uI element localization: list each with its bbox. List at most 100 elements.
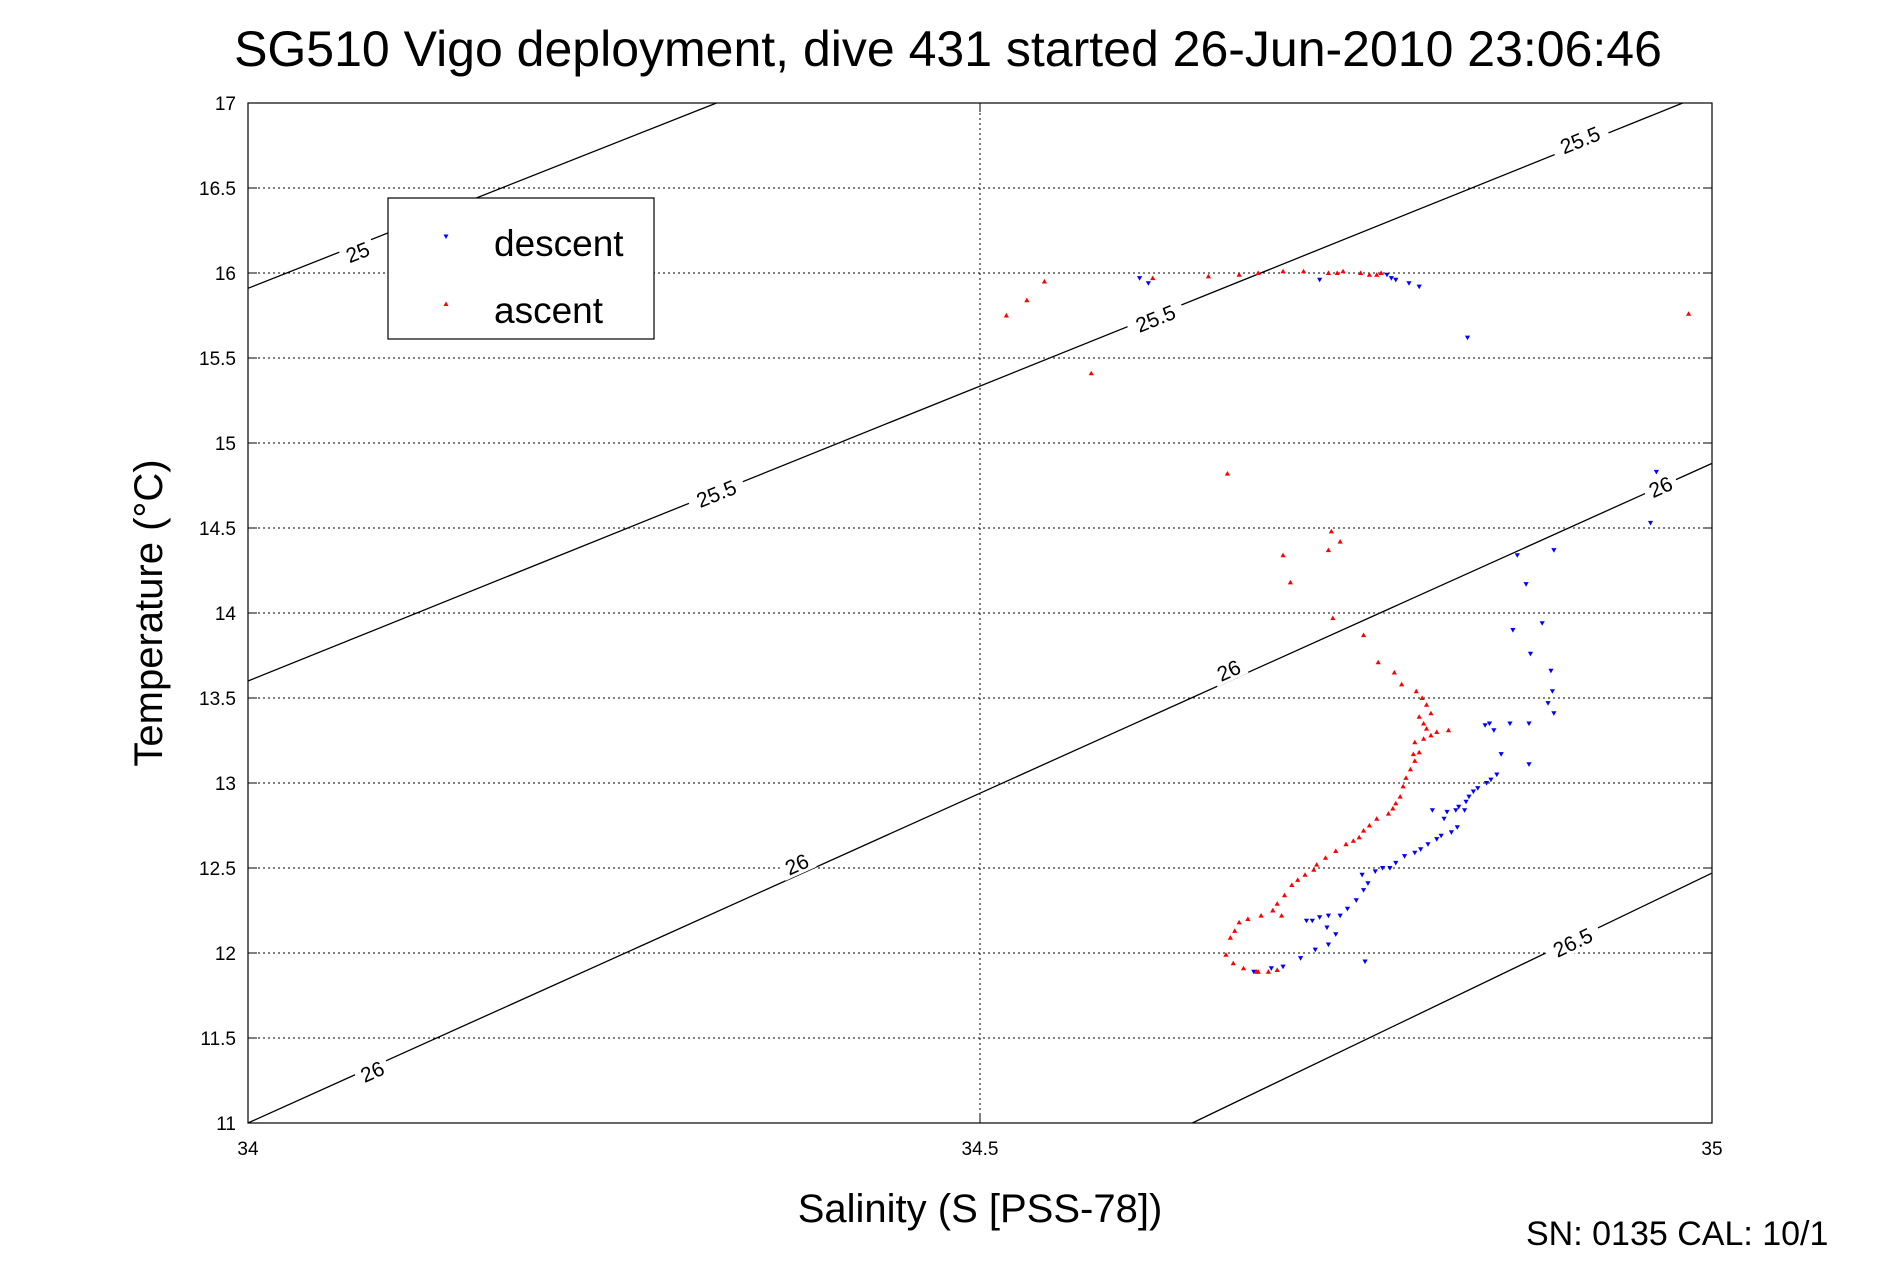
descent-point [1491,728,1497,733]
x-tick-label: 35 [1701,1139,1722,1160]
descent-point [1268,966,1274,971]
descent-point [1337,913,1343,919]
axis-ticks: 11 11.5 12 12.5 13 13.5 14 14.5 15 15.5 16 16.5 17 34… [199,94,1723,1160]
ascent-point [1289,882,1295,887]
ascent-point [1343,841,1349,847]
contour-label: 25.5 [1557,123,1604,160]
descent-point [1548,668,1554,674]
contour-label-mask [1207,651,1249,687]
descent-point [1406,281,1412,286]
descent-point [1418,847,1424,852]
contour-label-mask [684,470,748,515]
y-tick-label: 11.5 [200,1029,236,1050]
descent-point [1549,689,1556,694]
ascent-point [1403,775,1409,780]
ascent-point [1366,272,1373,277]
descent-point [1325,913,1332,919]
x-axis-label: Salinity (S [PSS-78]) [798,1187,1163,1231]
y-tick-label: 11 [216,1114,236,1135]
grid-lines [248,103,1712,1123]
ascent-point [1428,710,1434,716]
isopycnal-line [1192,872,1713,1124]
legend-descent-label: descent [494,223,624,264]
descent-point [1527,651,1534,657]
ascent-point [1205,273,1211,279]
y-tick-label: 13.5 [199,689,236,710]
ascent-point [1300,268,1307,274]
ascent-point [1434,729,1440,734]
descent-point [1401,854,1408,859]
ascent-point [1232,928,1238,933]
descent-point [1486,721,1493,727]
legend-ascent-marker [443,301,449,306]
ascent-point [1397,794,1403,799]
descent-point [1393,860,1399,866]
descent-point [1344,906,1351,912]
ascent-point [1334,270,1340,275]
descent-point [1539,621,1545,626]
descent-point [1317,915,1323,920]
ascent-point [1420,720,1427,726]
descent-point [1456,804,1462,810]
ascent-point [1374,272,1380,277]
descent-point [1510,628,1516,633]
descent-point [1251,969,1257,975]
descent-point [1425,842,1431,847]
descent-point [1453,808,1459,813]
ascent-point [1240,965,1247,971]
isopycnal-line [247,102,1683,682]
isopycnal-line [247,462,1713,1124]
ascent-point [1423,726,1430,731]
legend-box [387,197,655,340]
descent-point [1551,548,1557,553]
contour-label-mask [1123,295,1187,340]
ascent-point [1258,913,1264,918]
ascent-point [1280,268,1286,274]
descent-point [1653,469,1659,475]
ascent-point [1245,916,1251,921]
ascent-point [1366,822,1373,828]
ascent-point [1278,913,1285,918]
ascent-point [1420,736,1427,741]
y-tick-label: 15 [215,434,236,455]
descent-point [1545,701,1551,706]
ascent-point [1325,547,1332,553]
descent-point [1551,711,1557,716]
footer-serial-cal: SN: 0135 CAL: 10/1 [1526,1215,1828,1253]
ascent-point [1375,659,1381,665]
ascent-point [1150,275,1156,281]
ascent-point [1356,834,1362,840]
ascent-point [1428,732,1434,738]
descent-point [1507,721,1513,727]
ascent-point [1287,579,1293,585]
descent-point [1309,918,1315,924]
ascent-point [1270,907,1276,913]
ascent-point [1407,766,1414,772]
ascent-point [1385,811,1392,816]
isopycnal-line [247,102,717,289]
ascent-point [1399,681,1405,687]
ascent-point [1088,370,1094,376]
y-tick-label: 16 [215,264,236,285]
ascent-point [1236,272,1242,277]
ascent-point [1340,268,1346,274]
descent-point [1494,772,1500,778]
contour-label: 25.5 [1133,301,1180,338]
contour-label-mask [336,233,378,269]
ascent-point [1322,855,1329,860]
ascent-point [1325,270,1332,275]
descent-point [1464,335,1471,341]
descent-point [1438,833,1444,839]
descent-point [1317,277,1323,283]
y-tick-label: 14 [215,604,237,625]
descent-point [1475,786,1481,791]
ascent-point [1223,952,1229,957]
contour-label-mask [1540,917,1604,965]
descent-point [1526,721,1532,727]
descent-point [1482,723,1488,728]
descent-point [1526,762,1532,767]
legend-descent-marker [443,234,449,239]
ascent-point [1314,862,1320,867]
descent-point [1647,520,1654,526]
y-axis-label: Temperature (°C) [127,459,171,766]
